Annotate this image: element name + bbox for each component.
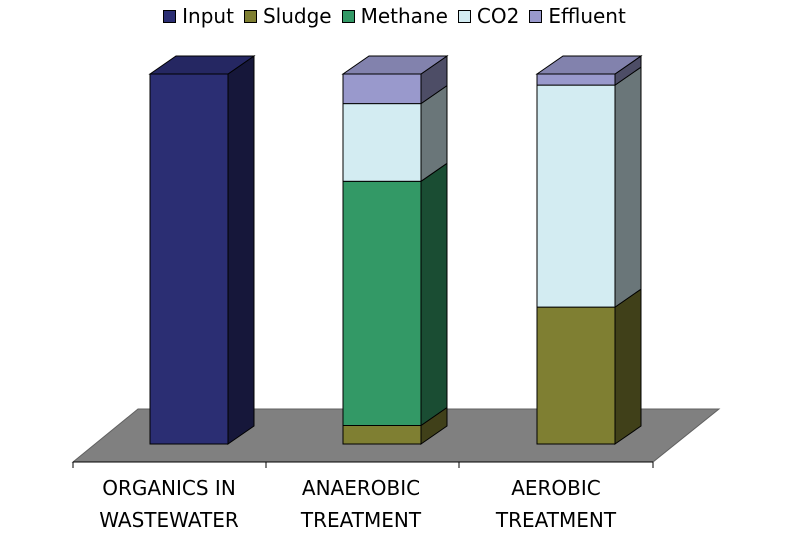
legend-label-co2: CO2 (476, 4, 520, 28)
legend-item-methane: Methane (341, 4, 448, 28)
bar-0-input-top (148, 55, 256, 75)
bar-2-sludge-front (536, 306, 616, 445)
bar-2-effluent-front (536, 73, 616, 86)
bar-2-co2-front (536, 84, 616, 308)
bar-0-input-side (227, 55, 255, 445)
legend-item-input: Input (163, 4, 234, 28)
chart-legend: Input Sludge Methane CO2 Effluent (0, 4, 789, 28)
legend-item-sludge: Sludge (243, 4, 332, 28)
bar-2-co2-side (614, 66, 642, 309)
bar-0-input-front (149, 73, 229, 445)
category-label-anaerobic-treatment: ANAEROBIC TREATMENT (300, 476, 422, 532)
bar-1-co2-front (342, 103, 422, 182)
legend-item-effluent: Effluent (529, 4, 626, 28)
bar-1-methane-front (342, 180, 422, 426)
bar-2-effluent-top (535, 55, 643, 75)
legend-label-effluent: Effluent (548, 4, 626, 28)
legend-swatch-sludge (243, 9, 257, 23)
legend-swatch-input (163, 9, 177, 23)
bar-1-sludge-front (342, 425, 422, 445)
legend-item-co2: CO2 (457, 4, 520, 28)
bar-1-methane-side (420, 162, 448, 427)
legend-label-sludge: Sludge (262, 4, 332, 28)
bar-1-effluent-top (341, 55, 449, 75)
legend-label-methane: Methane (360, 4, 448, 28)
category-label-organics-in-wastewater: ORGANICS IN WASTEWATER (99, 476, 239, 532)
legend-label-input: Input (182, 4, 234, 28)
category-label-aerobic-treatment: AEROBIC TREATMENT (495, 476, 617, 532)
legend-swatch-methane (341, 9, 355, 23)
bar-1-effluent-front (342, 73, 422, 105)
bar-2-sludge-side (614, 288, 642, 445)
legend-swatch-co2 (457, 9, 471, 23)
legend-swatch-effluent (529, 9, 543, 23)
